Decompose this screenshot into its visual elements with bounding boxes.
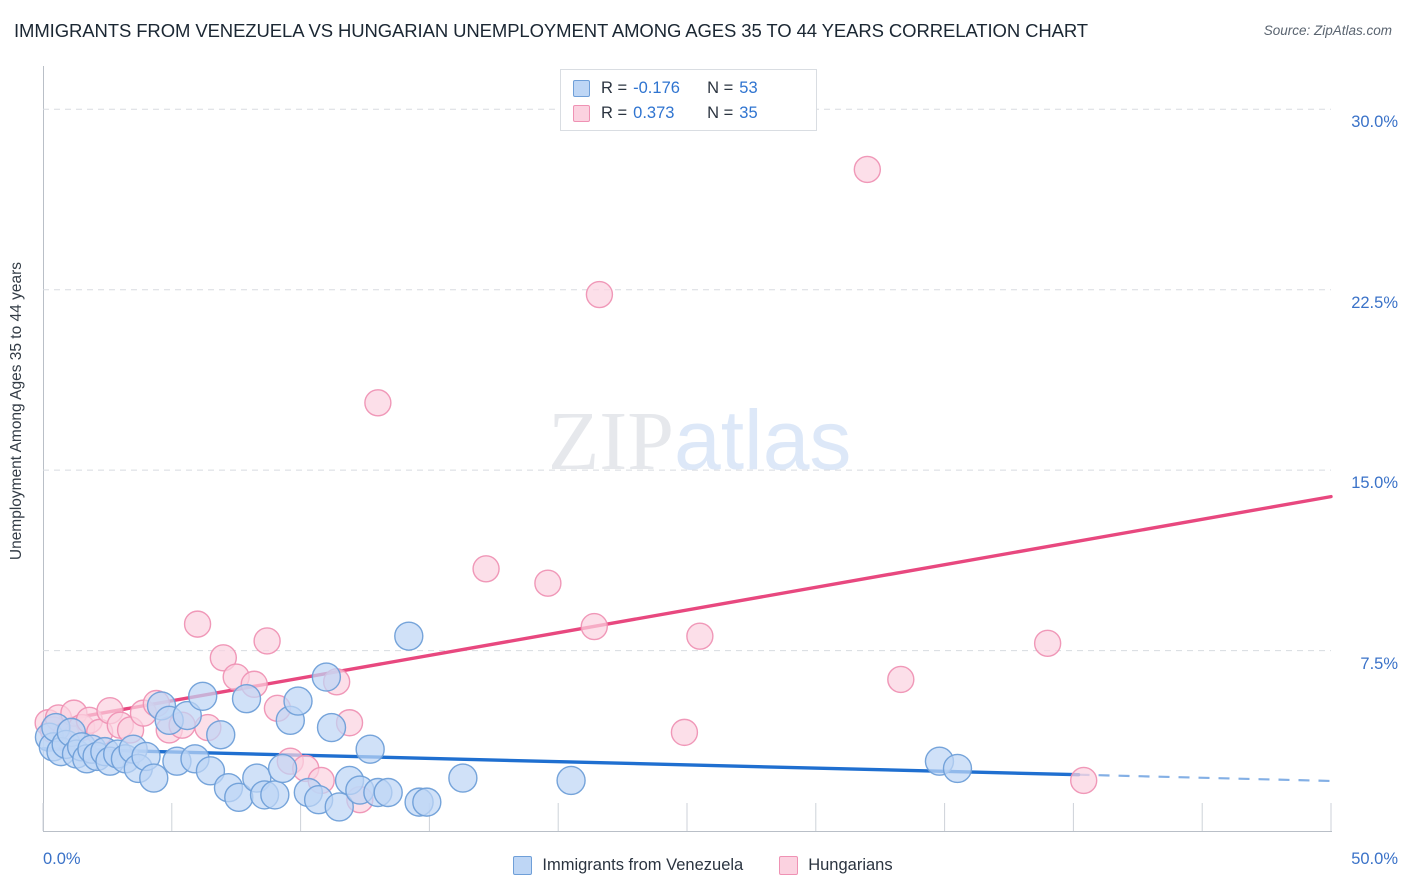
data-point: [448, 763, 478, 793]
y-axis-tick-label: 30.0%: [1351, 113, 1398, 132]
data-point: [686, 622, 714, 650]
n-label-venezuela: N =: [707, 79, 734, 97]
data-point: [324, 792, 354, 822]
legend-swatch-venezuela-icon: [513, 855, 533, 875]
plot-area: [34, 66, 1333, 831]
legend-item-hungarians[interactable]: Hungarians: [779, 855, 893, 875]
x-axis-ticks: [42, 803, 1332, 831]
series-legend: Immigrants from Venezuela Hungarians: [0, 848, 1406, 882]
data-point: [260, 780, 290, 810]
data-point: [364, 389, 392, 417]
data-point: [412, 787, 442, 817]
y-axis-tick-label: 22.5%: [1351, 293, 1398, 312]
series-swatch-hungarians-icon: [573, 105, 590, 122]
legend-label-venezuela: Immigrants from Venezuela: [542, 855, 744, 874]
data-point: [283, 686, 313, 716]
stats-row-hungarians: R = 0.373 N = 35: [573, 101, 806, 126]
legend-label-hungarians: Hungarians: [808, 855, 893, 874]
data-point: [206, 720, 236, 750]
r-value-hungarians: 0.373: [633, 104, 675, 122]
stats-row-venezuela: R = -0.176 N = 53: [573, 76, 806, 101]
data-point: [253, 627, 281, 655]
scatter-plot-canvas: [34, 108, 1333, 831]
y-axis-line: [43, 66, 44, 831]
data-point: [887, 665, 915, 694]
immigrants-from-venezuela-points: [34, 621, 973, 822]
data-point: [1070, 766, 1098, 795]
data-point: [188, 681, 218, 711]
n-label-hungarians: N =: [707, 104, 734, 122]
page-title: IMMIGRANTS FROM VENEZUELA VS HUNGARIAN U…: [14, 20, 1089, 41]
y-axis-tick-label: 15.0%: [1351, 474, 1398, 493]
data-point: [472, 555, 500, 583]
data-point: [394, 621, 424, 651]
data-point: [139, 763, 169, 793]
data-point: [209, 644, 238, 672]
data-point: [355, 734, 385, 764]
data-point: [183, 610, 212, 638]
correlation-stats-box: R = -0.176 N = 53 R = 0.373 N = 35: [560, 69, 817, 131]
data-point: [316, 712, 347, 743]
data-point: [267, 753, 298, 784]
data-point: [195, 756, 226, 786]
data-point: [585, 280, 614, 309]
data-point: [311, 662, 342, 692]
data-point: [580, 612, 608, 641]
legend-swatch-hungarians-icon: [779, 855, 799, 875]
data-point: [534, 569, 562, 597]
r-label-hungarians: R =: [601, 104, 628, 122]
x-axis-line: [43, 831, 1332, 832]
data-point: [670, 718, 699, 747]
x-axis-min-label: 0.0%: [43, 850, 81, 868]
data-point: [1033, 629, 1062, 658]
data-point: [556, 765, 586, 796]
data-point: [172, 700, 202, 731]
n-value-hungarians: 35: [739, 104, 758, 122]
data-point: [942, 753, 973, 784]
data-point: [231, 683, 262, 714]
chart-header: IMMIGRANTS FROM VENEZUELA VS HUNGARIAN U…: [0, 0, 1406, 52]
n-value-venezuela: 53: [739, 79, 758, 97]
y-axis-title: Unemployment Among Ages 35 to 44 years: [8, 262, 25, 561]
x-axis-max-label: 50.0%: [1351, 850, 1398, 868]
r-value-venezuela: -0.176: [633, 79, 680, 97]
data-point: [853, 155, 882, 184]
series-swatch-venezuela-icon: [573, 80, 590, 97]
source-label: Source: ZipAtlas.com: [1263, 23, 1392, 38]
gridlines: [43, 108, 1331, 652]
data-point: [373, 777, 403, 808]
y-axis-tick-label: 7.5%: [1360, 654, 1398, 673]
r-label-venezuela: R =: [601, 79, 628, 97]
legend-item-venezuela[interactable]: Immigrants from Venezuela: [513, 855, 744, 875]
